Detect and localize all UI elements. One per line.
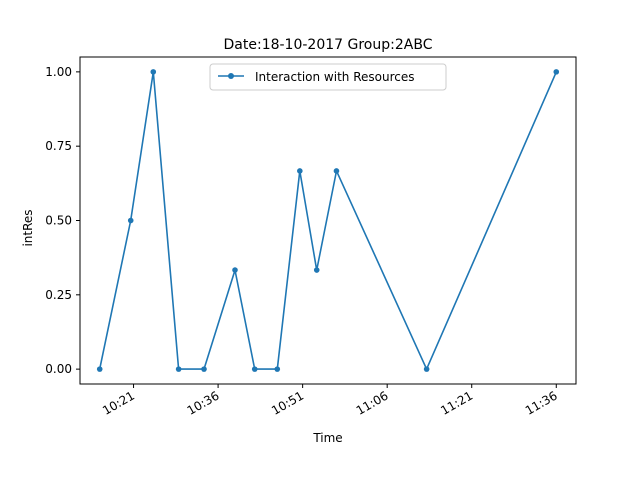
data-point [251,366,258,372]
y-axis-label: intRes [21,209,35,246]
data-point [150,69,157,75]
y-tick-label: 0.00 [45,362,72,376]
x-axis-label: Time [312,431,342,445]
data-point [127,217,134,224]
data-point [175,366,182,372]
data-point [232,267,238,273]
chart-title: Date:18-10-2017 Group:2ABC [224,37,433,53]
series-group [96,69,560,372]
y-tick-label: 0.50 [45,214,72,228]
data-point [201,366,207,372]
data-point [297,168,303,174]
data-point [313,267,320,273]
legend-label: Interaction with Resources [255,70,414,84]
y-tick-label: 1.00 [45,65,72,79]
data-point [333,168,340,174]
y-tick-label: 0.25 [45,288,72,302]
data-point [423,366,430,372]
legend-marker-swatch [228,73,234,79]
legend: Interaction with Resources [209,63,447,91]
data-point [553,69,560,75]
y-tick-label: 0.75 [45,139,72,153]
data-point [96,366,103,372]
data-point [274,366,281,372]
legend-box [209,63,447,91]
